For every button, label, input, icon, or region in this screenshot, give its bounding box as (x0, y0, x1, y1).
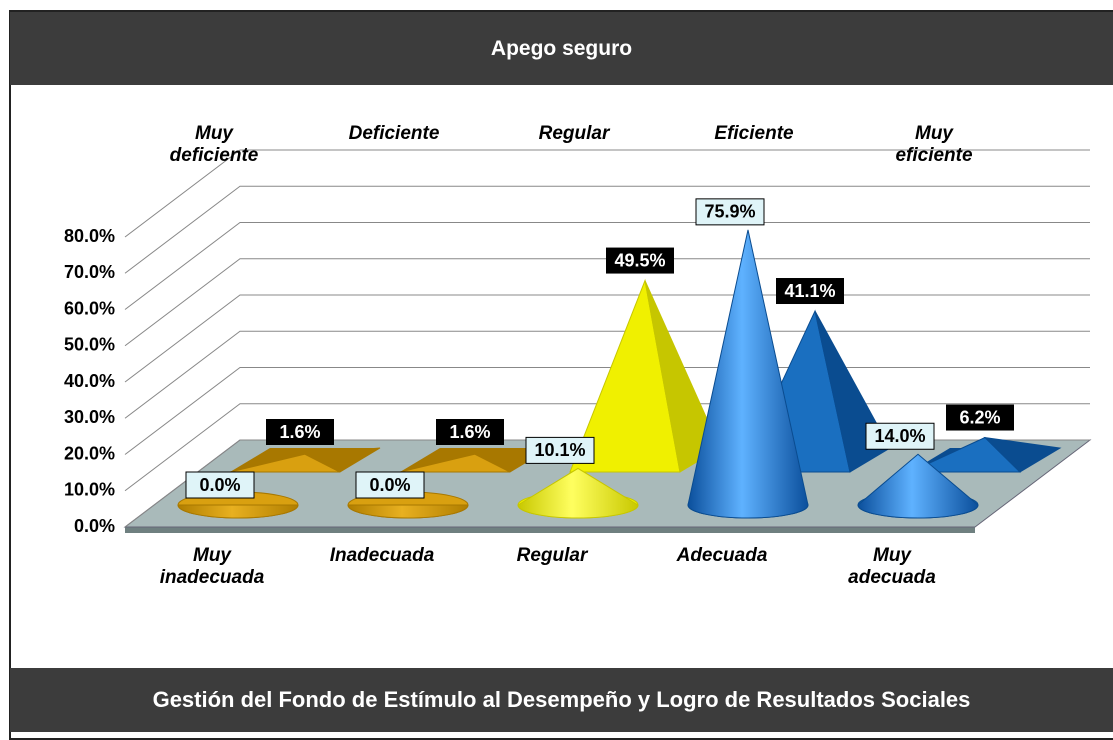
value-label-box (695, 198, 765, 226)
category-label: Eficiente (714, 123, 794, 144)
y-tick-label: 70.0% (64, 262, 115, 282)
category-label: Regular (538, 123, 610, 144)
y-tick-label: 20.0% (64, 443, 115, 463)
value-label: 49.5% (614, 250, 665, 270)
value-label: 1.6% (279, 422, 320, 442)
y-tick-label: 80.0% (64, 226, 115, 246)
pyramid (229, 447, 381, 473)
cone-body (857, 453, 979, 519)
value-label: 10.1% (534, 440, 585, 460)
cone-body (347, 504, 469, 519)
y-tick-label: 40.0% (64, 371, 115, 391)
category-label: Inadecuada (329, 545, 435, 566)
value-label: 14.0% (874, 426, 925, 446)
value-label-box (266, 419, 334, 445)
category-label: Muy eficiente (895, 123, 973, 166)
grid-line (124, 222, 1090, 310)
pyramid (909, 436, 1062, 473)
category-label: Regular (516, 545, 588, 566)
cone-body (177, 504, 299, 519)
cone (517, 467, 639, 519)
footer: Gestión del Fondo de Estímulo al Desempe… (10, 668, 1113, 732)
value-label: 6.2% (959, 407, 1000, 427)
pyramid (569, 278, 721, 473)
grid-line (124, 294, 1090, 383)
value-label: 0.0% (369, 475, 410, 495)
category-label: Deficiente (348, 123, 440, 144)
header: Apego seguro (10, 12, 1113, 85)
category-label: Muy inadecuada (159, 545, 265, 588)
grid-line (124, 185, 1090, 274)
value-label-box (185, 471, 255, 499)
y-tick-label: 50.0% (64, 335, 115, 355)
grid-line (124, 149, 1090, 238)
value-label-box (776, 278, 844, 305)
value-label: 41.1% (784, 281, 835, 301)
value-label: 75.9% (704, 202, 755, 222)
y-tick-label: 10.0% (64, 480, 115, 500)
category-label: Muy deficiente (169, 123, 259, 166)
y-tick-label: 30.0% (64, 407, 115, 427)
grid-line (124, 258, 1090, 347)
pyramid-side (303, 447, 381, 473)
value-label: 0.0% (199, 475, 240, 495)
value-label-box (355, 471, 425, 499)
category-label: Muy adecuada (848, 545, 936, 588)
y-tick-label: 0.0% (74, 516, 115, 536)
cone-body (517, 467, 639, 519)
category-label: Adecuada (676, 545, 768, 566)
value-label: 1.6% (449, 422, 490, 442)
pyramid-side (983, 436, 1062, 473)
floor-edge (125, 527, 975, 533)
cone (687, 229, 809, 519)
value-label-box (946, 404, 1014, 431)
value-label-box (525, 436, 595, 464)
value-label-box (865, 422, 935, 450)
cone-body (687, 229, 809, 519)
value-label-box (436, 419, 504, 445)
value-label-box (606, 247, 674, 274)
cone (857, 453, 979, 519)
y-tick-label: 60.0% (64, 298, 115, 318)
